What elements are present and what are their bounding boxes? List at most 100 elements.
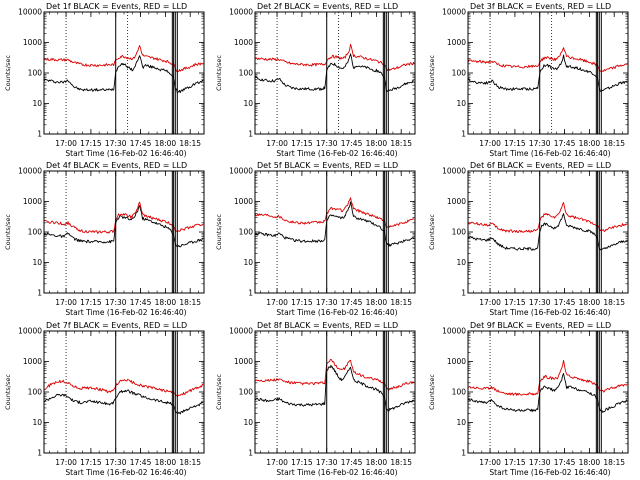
x-axis-label: Start Time (16-Feb-02 16:46:40) [489, 308, 610, 317]
x-tick-label: 18:00 [366, 298, 388, 307]
y-tick-label: 100 [239, 69, 254, 78]
x-tick-label: 17:00 [479, 298, 501, 307]
y-tick-label: 10 [32, 418, 42, 427]
y-tick-label: 100 [239, 388, 254, 397]
chart-title: Det 1f BLACK = Events, RED = LLD [46, 2, 187, 11]
y-axis-label: Counts/sec [4, 374, 12, 410]
x-tick-label: 18:15 [390, 298, 412, 307]
y-tick-label: 1000 [447, 197, 466, 206]
chart-title: Det 5f BLACK = Events, RED = LLD [257, 161, 398, 170]
lld-series-line [467, 202, 628, 233]
x-tick-label: 17:00 [479, 139, 501, 148]
x-tick-label: 17:15 [504, 298, 526, 307]
x-tick-label: 17:00 [479, 458, 501, 467]
y-axis-label: Counts/sec [428, 55, 436, 91]
x-tick-label: 17:00 [55, 298, 77, 307]
y-tick-label: 1000 [447, 38, 466, 47]
y-tick-label: 100 [28, 69, 43, 78]
x-axis-label: Start Time (16-Feb-02 16:46:40) [65, 468, 186, 477]
y-tick-label: 1 [37, 449, 42, 458]
y-tick-label: 100 [28, 228, 43, 237]
chart-panel-4: Det 4f BLACK = Events, RED = LLD Counts/s… [4, 161, 205, 317]
x-axis-label: Start Time (16-Feb-02 16:46:40) [276, 308, 397, 317]
events-series-line [43, 205, 204, 248]
x-tick-label: 17:15 [80, 139, 102, 148]
events-series-line [255, 53, 415, 92]
x-tick-label: 17:45 [554, 458, 576, 467]
lld-series-line [255, 358, 415, 391]
plot-frame [467, 170, 629, 294]
plot-frame [254, 330, 416, 454]
events-series-line [468, 54, 628, 92]
chart-panel-3: Det 3f BLACK = Events, RED = LLD Counts/s… [428, 2, 629, 158]
x-tick-label: 17:00 [266, 139, 288, 148]
x-tick-label: 18:00 [579, 298, 601, 307]
x-tick-label: 17:45 [554, 298, 576, 307]
y-tick-label: 10 [243, 258, 253, 267]
lld-series-line [468, 359, 628, 396]
x-axis-label: Start Time (16-Feb-02 16:46:40) [65, 149, 186, 158]
chart-title: Det 2f BLACK = Events, RED = LLD [257, 2, 398, 11]
plot-frame [467, 330, 629, 454]
y-axis-label: Counts/sec [428, 214, 436, 250]
chart-panel-9: Det 9f BLACK = Events, RED = LLD Counts/s… [428, 321, 629, 477]
y-tick-label: 100 [452, 388, 467, 397]
x-tick-label: 17:15 [80, 298, 102, 307]
events-series-line [467, 213, 628, 251]
chart-panel-7: Det 7f BLACK = Events, RED = LLD Counts/s… [4, 321, 205, 477]
y-tick-label: 10000 [229, 8, 253, 17]
events-series-line [467, 372, 628, 413]
x-tick-label: 17:30 [529, 298, 551, 307]
y-tick-label: 10000 [442, 327, 466, 336]
x-tick-label: 17:45 [341, 458, 363, 467]
y-tick-label: 100 [239, 228, 254, 237]
x-tick-label: 17:45 [341, 139, 363, 148]
y-tick-label: 1 [248, 289, 253, 298]
y-tick-label: 10 [243, 99, 253, 108]
y-axis-label: Counts/sec [215, 55, 223, 91]
x-tick-label: 17:15 [504, 458, 526, 467]
plot-frame [467, 11, 629, 135]
y-tick-label: 1000 [447, 357, 466, 366]
y-tick-label: 10 [456, 418, 466, 427]
x-axis-label: Start Time (16-Feb-02 16:46:40) [65, 308, 186, 317]
x-tick-label: 17:30 [529, 458, 551, 467]
y-tick-label: 1 [461, 130, 466, 139]
x-tick-label: 17:15 [504, 139, 526, 148]
x-axis-label: Start Time (16-Feb-02 16:46:40) [489, 149, 610, 158]
y-tick-label: 1 [37, 130, 42, 139]
x-tick-label: 17:30 [105, 458, 127, 467]
y-tick-label: 10 [456, 99, 466, 108]
y-tick-label: 10000 [229, 327, 253, 336]
x-axis-label: Start Time (16-Feb-02 16:46:40) [276, 149, 397, 158]
x-tick-label: 17:15 [291, 458, 313, 467]
x-tick-label: 18:00 [366, 139, 388, 148]
x-tick-label: 17:30 [316, 298, 338, 307]
y-tick-label: 10 [32, 99, 42, 108]
y-tick-label: 10000 [442, 8, 466, 17]
x-tick-label: 17:30 [529, 139, 551, 148]
x-tick-label: 18:15 [179, 298, 201, 307]
chart-panel-1: Det 1f BLACK = Events, RED = LLD Counts/s… [4, 2, 205, 158]
x-tick-label: 18:00 [579, 458, 601, 467]
x-tick-label: 17:15 [291, 298, 313, 307]
chart-title: Det 9f BLACK = Events, RED = LLD [470, 321, 611, 330]
y-tick-label: 1 [248, 130, 253, 139]
x-tick-label: 17:45 [341, 298, 363, 307]
y-tick-label: 100 [452, 69, 467, 78]
y-axis-label: Counts/sec [215, 374, 223, 410]
y-tick-label: 10000 [18, 167, 42, 176]
chart-title: Det 7f BLACK = Events, RED = LLD [46, 321, 187, 330]
y-tick-label: 10000 [442, 167, 466, 176]
x-tick-label: 18:15 [179, 139, 201, 148]
y-tick-label: 1000 [23, 197, 42, 206]
y-tick-label: 10000 [18, 8, 42, 17]
y-tick-label: 100 [452, 228, 467, 237]
y-tick-label: 1000 [234, 197, 253, 206]
x-tick-label: 18:15 [603, 139, 625, 148]
y-tick-label: 10 [456, 258, 466, 267]
y-tick-label: 10 [32, 258, 42, 267]
plot-frame [254, 11, 416, 135]
y-tick-label: 1000 [234, 357, 253, 366]
x-tick-label: 18:00 [155, 298, 177, 307]
